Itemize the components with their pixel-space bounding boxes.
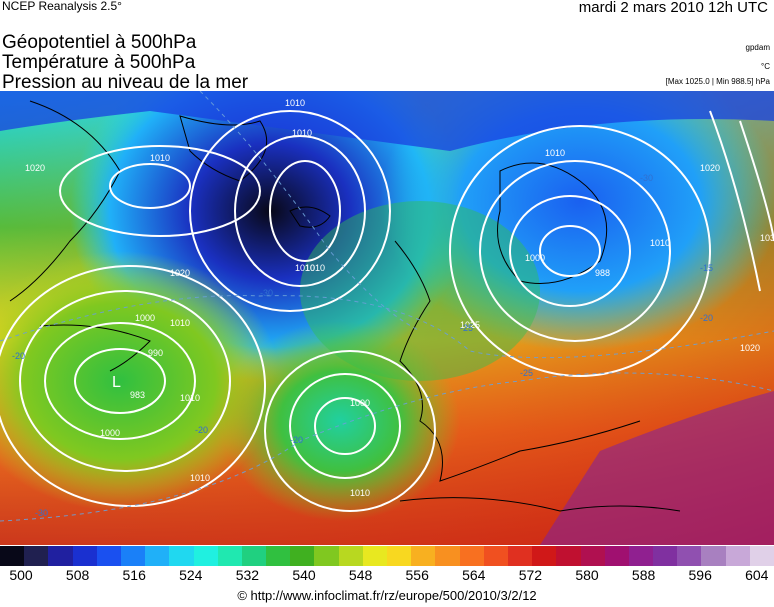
isobar-label: 1000 <box>100 428 120 438</box>
isotherm-label: -20 <box>12 351 25 361</box>
color-scale-swatch <box>0 546 25 566</box>
color-scale-swatch <box>96 546 121 566</box>
isotherm-label: -30 <box>640 173 653 183</box>
isobar-label: 1010 <box>285 98 305 108</box>
color-scale-swatch <box>725 546 750 566</box>
color-scale-swatch <box>411 546 436 566</box>
color-scale-swatch <box>338 546 363 566</box>
color-scale-tick-label: 596 <box>688 567 712 583</box>
title-sea-level-pressure: Pression au niveau de la mer <box>2 72 249 93</box>
color-scale-tick-label: 548 <box>348 567 373 583</box>
color-scale-tick-label: 580 <box>575 567 599 583</box>
isobar-label: 983 <box>130 390 145 400</box>
isotherm-label: -25 <box>460 323 473 333</box>
isotherm-label: -15 <box>700 263 713 273</box>
title-temperature: Température à 500hPa <box>2 52 196 73</box>
color-scale-swatch <box>459 546 484 566</box>
color-scale-swatch <box>241 546 267 566</box>
color-scale-swatch <box>653 546 678 566</box>
isotherm-label: -20 <box>195 425 208 435</box>
isobar-label: 1010 <box>295 263 315 273</box>
color-scale-swatch <box>193 546 218 566</box>
color-scale-tick-label: 540 <box>292 567 316 583</box>
color-scale-swatch <box>628 546 654 566</box>
isotherm-label: -20 <box>290 435 303 445</box>
color-scale-tick-label: 500 <box>9 567 33 583</box>
color-scale-swatch <box>24 546 49 566</box>
isobar-label: 1010 <box>545 148 565 158</box>
color-scale-swatch <box>314 546 339 566</box>
color-scale-swatch <box>120 546 146 566</box>
isobar-label: 1010 <box>650 238 670 248</box>
color-scale-tick-label: 556 <box>405 567 429 583</box>
color-scale-swatch <box>169 546 194 566</box>
isotherm-label: -30 <box>35 508 48 518</box>
title-geopotential: Géopotentiel à 500hPa <box>2 32 197 53</box>
isotherm-label: -30 <box>260 288 273 298</box>
isobar-label: 1010 <box>170 318 190 328</box>
isobar-label: 1030 <box>760 233 774 243</box>
color-scale-swatch <box>217 546 242 566</box>
isobar-label: 1010 <box>180 393 200 403</box>
color-scale-swatch <box>604 546 629 566</box>
color-scale-swatch <box>435 546 460 566</box>
color-scale-swatch <box>749 546 774 566</box>
color-scale-tick-label: 604 <box>745 567 769 583</box>
low-pressure-marker: L <box>112 374 121 391</box>
isobar-label: 1020 <box>740 343 760 353</box>
color-scale-swatch <box>532 546 557 566</box>
isobar-label: 1010 <box>305 263 325 273</box>
color-scale-swatch <box>72 546 97 566</box>
color-scale-tick-label: 524 <box>179 567 203 583</box>
color-scale-swatch <box>290 546 315 566</box>
isobar-label: 1010 <box>190 473 210 483</box>
isobar-label: 988 <box>595 268 610 278</box>
color-scale-swatch <box>507 546 533 566</box>
color-scale-swatch <box>362 546 387 566</box>
color-scale-swatch <box>677 546 702 566</box>
color-scale-swatch <box>145 546 170 566</box>
color-scale-swatch <box>387 546 412 566</box>
color-scale-swatch <box>48 546 73 566</box>
isobar-label: 1020 <box>170 268 190 278</box>
color-scale-tick-label: 588 <box>631 567 656 583</box>
source-credit: © http://www.infoclimat.fr/rz/europe/500… <box>237 588 537 603</box>
data-source-label: NCEP Reanalysis 2.5° <box>2 0 122 13</box>
unit-gpdam: gpdam <box>745 43 770 52</box>
isobar-label: 1010 <box>292 128 312 138</box>
color-scale-tick-label: 572 <box>518 567 543 583</box>
isotherm-label: -20 <box>700 313 713 323</box>
color-scale-tick-label: 516 <box>122 567 146 583</box>
isobar-label: 990 <box>148 348 163 358</box>
isobar-label: 1010 <box>150 153 170 163</box>
color-scale-swatch <box>580 546 605 566</box>
color-scale-swatch <box>556 546 581 566</box>
color-scale-tick-label: 564 <box>462 567 486 583</box>
color-scale-tick-label: 532 <box>235 567 260 583</box>
color-scale-swatch <box>701 546 726 566</box>
isobar-label: 1020 <box>700 163 720 173</box>
isobar-label: 1020 <box>25 163 45 173</box>
isobar-label: 1010 <box>350 488 370 498</box>
temperature-labels: -30 -25 -20 -20 -20 -20 -25 -30 -15 -30 <box>12 173 713 518</box>
isotherms <box>0 91 774 522</box>
unit-pressure-range: [Max 1025.0 | Min 988.5] hPa <box>665 77 770 86</box>
color-scale-swatch <box>266 546 291 566</box>
color-scale-bar <box>0 546 774 566</box>
coastlines <box>9 100 681 512</box>
isobar-label: 1000 <box>135 313 155 323</box>
color-scale-swatch <box>483 546 508 566</box>
isobar-label: 1000 <box>525 253 545 263</box>
unit-celsius: °C <box>761 62 770 71</box>
color-scale-tick-label: 508 <box>65 567 90 583</box>
forecast-datetime: mardi 2 mars 2010 12h UTC <box>578 0 768 16</box>
isotherm-label: -25 <box>520 368 533 378</box>
isobar-label: 1025 <box>460 320 480 330</box>
isobar-label: 1000 <box>350 398 370 408</box>
